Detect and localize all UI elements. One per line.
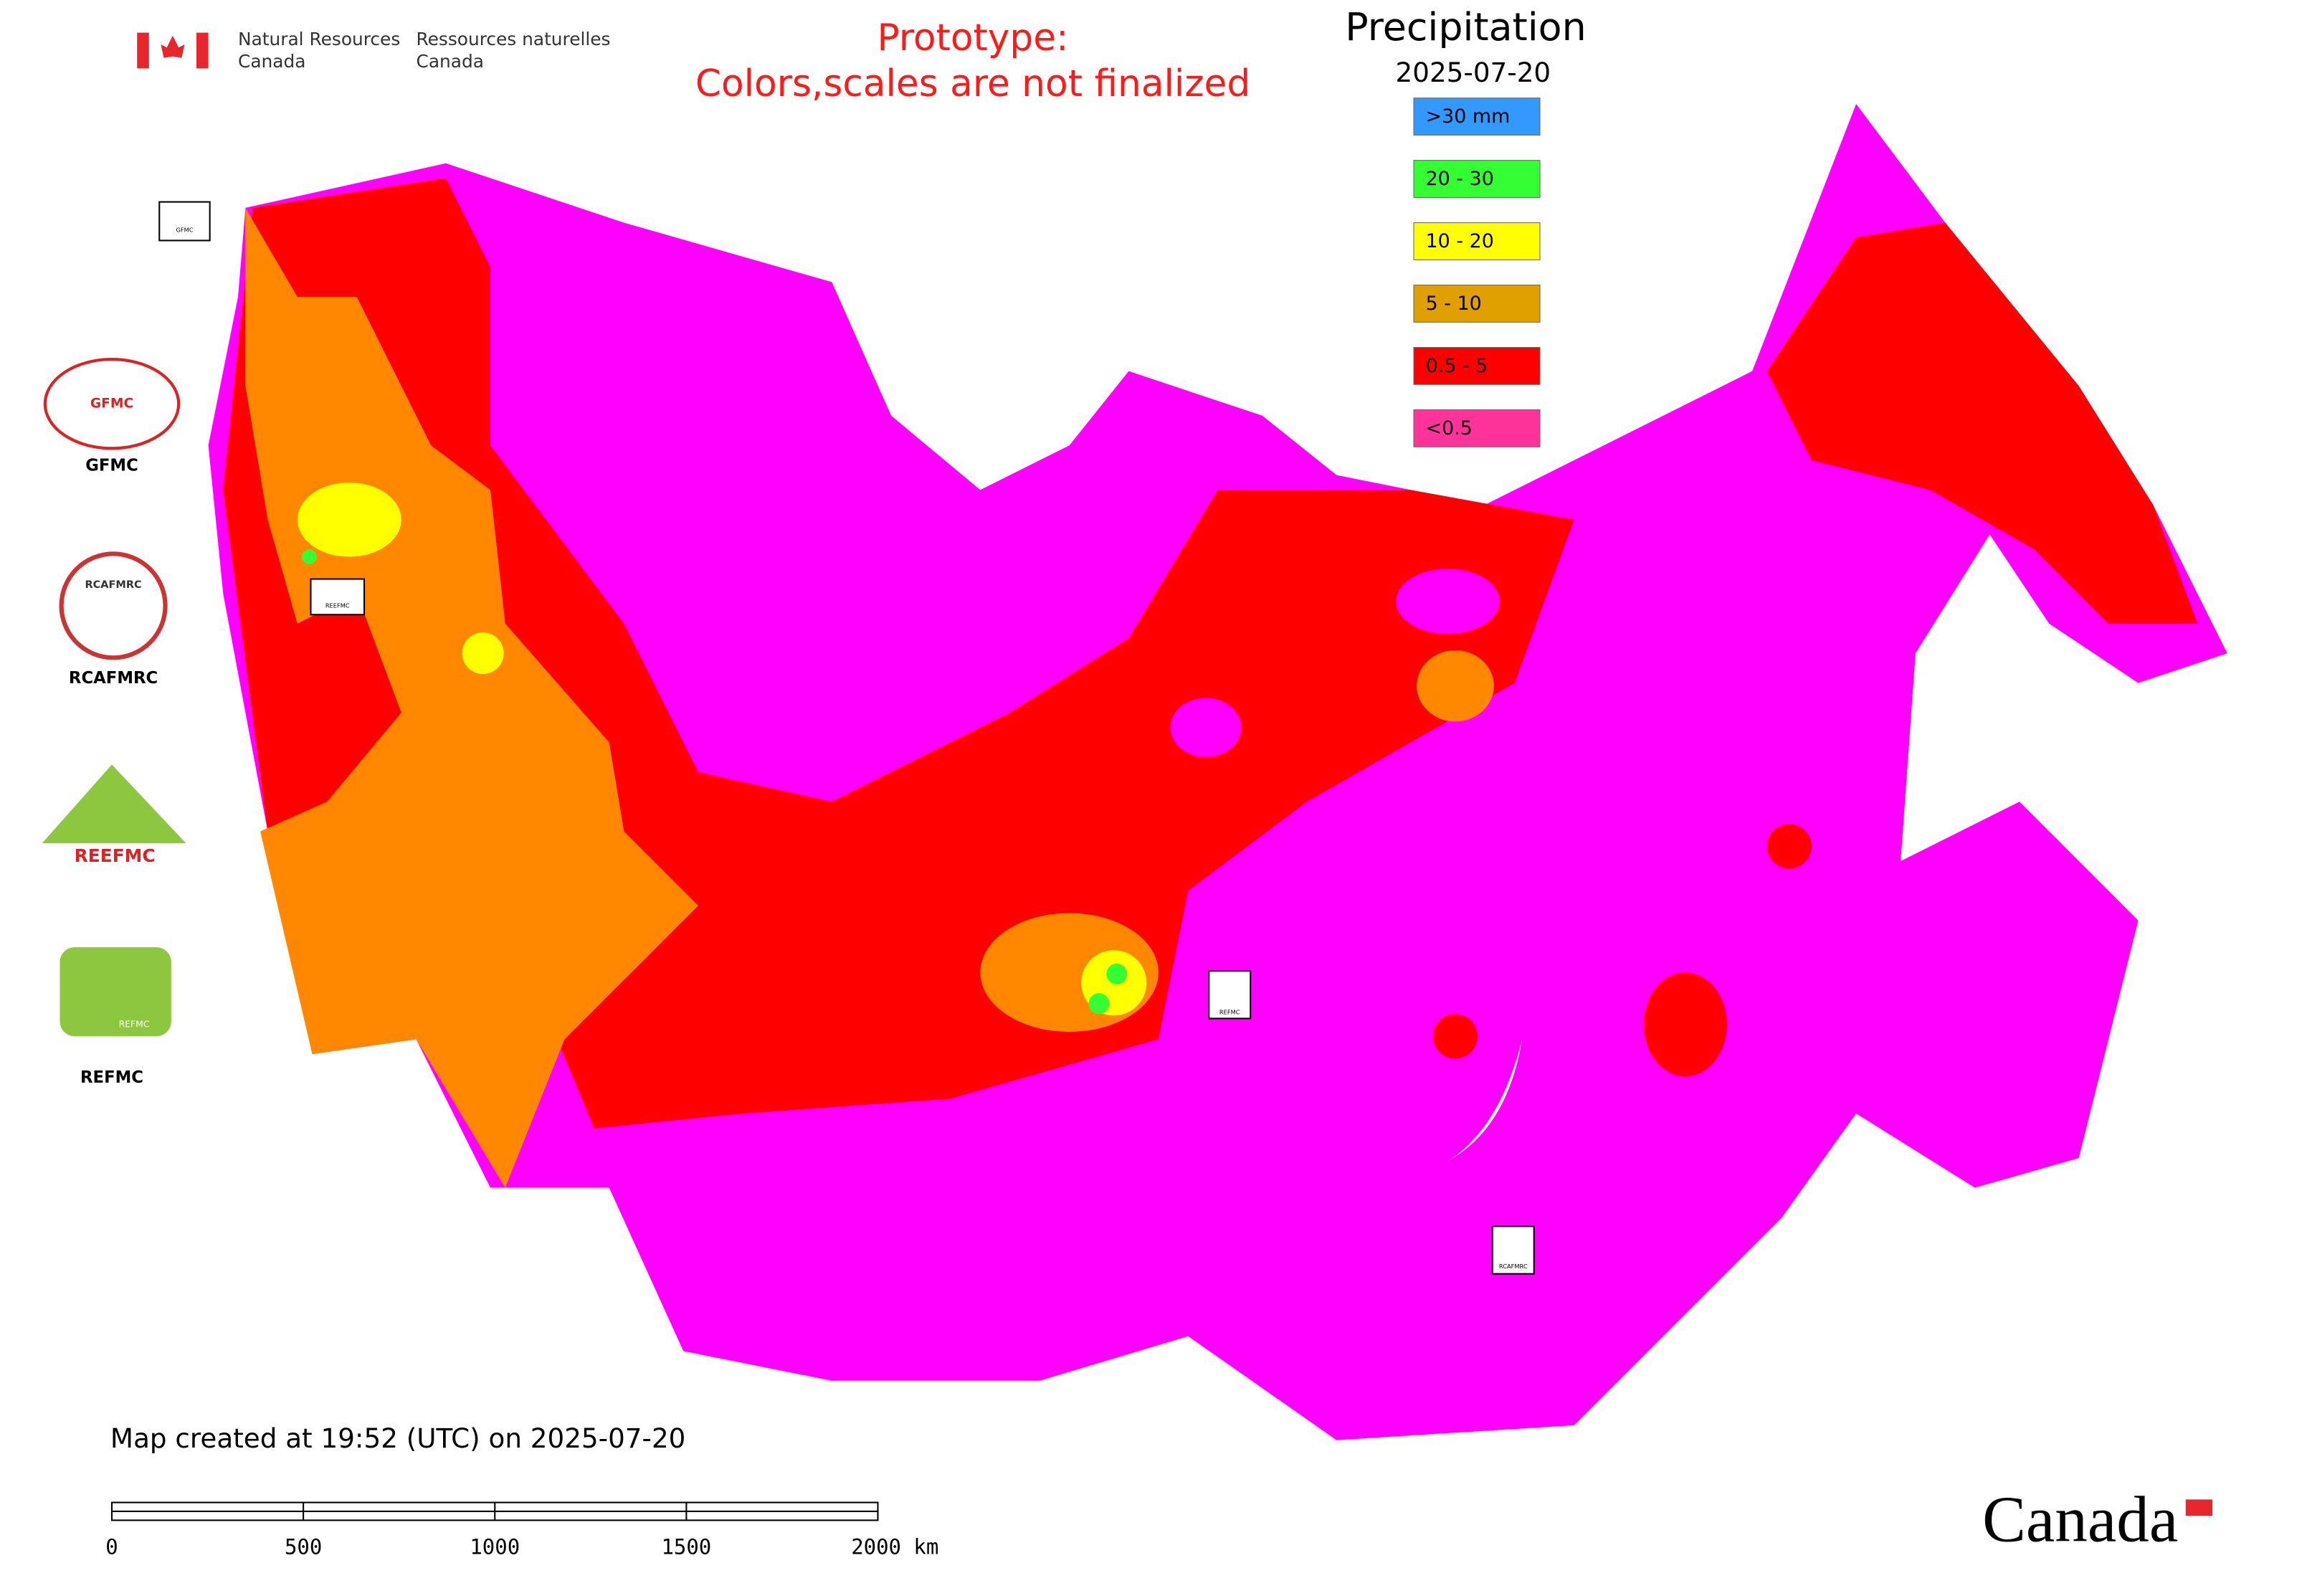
flag-bar xyxy=(137,32,149,69)
scale-label: 0 xyxy=(105,1535,118,1559)
region-very-heavy xyxy=(1106,963,1128,984)
region-light xyxy=(1766,824,1812,869)
logo-caption: REFMC xyxy=(80,1068,143,1087)
logo xyxy=(59,551,168,660)
date: 2025-07-20 xyxy=(1396,57,1551,88)
scale-label: 2000 km xyxy=(851,1535,938,1559)
marker-label: REEFMC xyxy=(325,602,350,609)
title: Precipitation xyxy=(1345,4,1586,49)
marker xyxy=(1491,1225,1535,1275)
agency-fr: Canada xyxy=(417,51,484,72)
marker-label: REFMC xyxy=(1219,1009,1240,1016)
legend-label: 20 - 30 xyxy=(1426,168,1494,190)
legend-swatch xyxy=(1413,160,1541,198)
legend: >30 mm 20 - 30 10 - 20 5 - 10 0.5 - 5 <0.5 xyxy=(1413,98,1541,447)
agency-en: Natural Resources xyxy=(238,29,400,49)
notice: Colors,scales are not finalized xyxy=(695,62,1250,105)
region-moderate xyxy=(245,207,698,1188)
logo xyxy=(43,358,181,450)
legend-swatch xyxy=(1413,98,1541,136)
logo xyxy=(60,947,171,1037)
legend-label: 5 - 10 xyxy=(1426,293,1482,315)
scale-label: 500 xyxy=(285,1535,322,1559)
logo-text: RCAFMRC xyxy=(85,579,142,591)
logo xyxy=(42,764,186,844)
region-light xyxy=(1432,1014,1478,1059)
logo-text: REFMC xyxy=(119,1018,150,1029)
logo-caption: RCAFMRC xyxy=(69,669,158,688)
region-very-heavy xyxy=(302,549,317,564)
logo-caption: GFMC xyxy=(85,457,138,475)
marker-label: RCAFMRC xyxy=(1499,1263,1528,1270)
region-light xyxy=(1643,972,1727,1077)
scale-label: 1500 xyxy=(661,1535,711,1559)
region-very-heavy xyxy=(1088,993,1110,1015)
legend-swatch xyxy=(1413,409,1541,447)
legend-swatch xyxy=(1413,285,1541,323)
legend-swatch xyxy=(1413,347,1541,385)
region-heavy xyxy=(297,482,401,557)
legend-swatch xyxy=(1413,222,1541,260)
marker xyxy=(1208,970,1252,1020)
region-low xyxy=(1170,698,1242,758)
flag-bar xyxy=(196,32,209,69)
footer: Map created at 19:52 (UTC) on 2025-07-20 xyxy=(110,1422,685,1454)
wordmark: Canada xyxy=(1982,1483,2178,1556)
agency-en: Canada xyxy=(238,51,305,72)
logo-text: REEFMC xyxy=(75,845,156,866)
legend-label: 10 - 20 xyxy=(1426,230,1494,252)
marker xyxy=(310,578,366,616)
region-moderate xyxy=(1417,650,1494,722)
map xyxy=(208,103,2227,1440)
region-light xyxy=(1766,222,2198,624)
maple-leaf xyxy=(161,35,185,58)
agency-fr: Ressources naturelles xyxy=(417,29,611,49)
notice: Prototype: xyxy=(877,16,1068,60)
region-low xyxy=(1396,569,1500,635)
scale-bar: 0 500 1000 1500 2000 km xyxy=(105,1501,938,1559)
region-heavy xyxy=(462,632,504,675)
logos: GFMC GFMC RCAFMRC RCAFMRC REEFMC REFMC R… xyxy=(42,358,186,1087)
scale-label: 1000 xyxy=(470,1535,520,1559)
legend-label: >30 mm xyxy=(1426,105,1511,128)
marker-label: GFMC xyxy=(176,226,193,233)
legend-label: <0.5 xyxy=(1426,417,1473,440)
wordmark-flag xyxy=(2185,1499,2213,1516)
marker xyxy=(158,201,211,242)
gov-header: Natural Resources Canada Ressources natu… xyxy=(137,29,611,72)
logo-text: GFMC xyxy=(90,396,133,412)
map-markers: GFMC REEFMC REFMC RCAFMRC xyxy=(158,201,1535,1275)
legend-label: 0.5 - 5 xyxy=(1426,355,1488,377)
